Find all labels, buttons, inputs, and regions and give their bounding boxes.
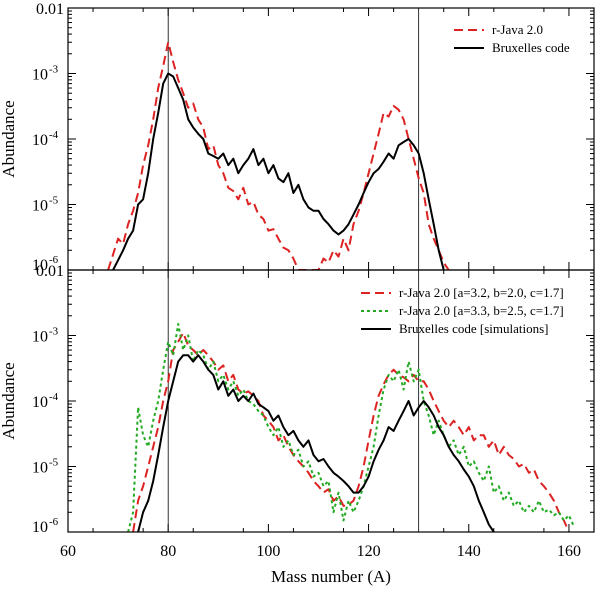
bottom-y-axis-label: Abundance — [0, 362, 18, 439]
bottom-series-group — [127, 323, 575, 532]
y-tick-exponent: -6 — [49, 516, 59, 528]
bottom-series-line-2 — [137, 354, 495, 532]
bottom-series-line-1 — [127, 323, 575, 532]
y-tick-label: 10 — [32, 519, 48, 536]
y-tick-exponent: -4 — [49, 129, 59, 141]
bottom-series-line-0 — [132, 331, 570, 532]
y-tick-label: 10 — [32, 198, 48, 215]
y-tick-label: 0.01 — [36, 263, 64, 280]
legend-label: r-Java 2.0 [a=3.2, b=2.0, c=1.7] — [399, 285, 564, 300]
top-tick-marks — [67, 7, 594, 271]
y-tick-label: 10 — [32, 394, 48, 411]
top-series-group — [107, 41, 450, 270]
y-tick-label: 10 — [32, 67, 48, 84]
x-tick-label: 60 — [60, 543, 76, 560]
x-tick-label: 100 — [256, 543, 280, 560]
y-tick-label: 10 — [32, 460, 48, 477]
top-y-axis-label: Abundance — [0, 100, 18, 177]
legend-label: Bruxelles code — [492, 40, 570, 55]
x-tick-label: 140 — [457, 543, 481, 560]
y-tick-exponent: -5 — [49, 457, 59, 469]
y-tick-label: 10 — [32, 257, 48, 274]
y-tick-label: 10 — [32, 132, 48, 149]
top-series-line-1 — [112, 72, 445, 270]
x-tick-label: 160 — [557, 543, 581, 560]
x-axis-label: Mass number (A) — [271, 567, 391, 586]
legend-label: r-Java 2.0 — [492, 22, 543, 37]
y-tick-label: 0.01 — [36, 1, 64, 18]
bottom-reference-lines — [167, 270, 420, 532]
top-series-line-0 — [107, 41, 450, 270]
y-tick-exponent: -3 — [49, 64, 59, 76]
bottom-plot-frame — [67, 269, 595, 533]
legend-label: Bruxelles code [simulations] — [399, 321, 548, 336]
x-tick-labels: 60 80 100 120 140 160 — [60, 543, 581, 560]
y-tick-exponent: -3 — [49, 326, 59, 338]
legend-label: r-Java 2.0 [a=3.3, b=2.5, c=1.7] — [399, 303, 564, 318]
top-legend: r-Java 2.0 Bruxelles code — [454, 22, 570, 55]
y-tick-exponent: -4 — [49, 391, 59, 403]
x-tick-label: 80 — [160, 543, 176, 560]
y-tick-exponent: -6 — [49, 254, 59, 266]
x-tick-label: 120 — [357, 543, 381, 560]
y-tick-exponent: -5 — [49, 195, 59, 207]
top-reference-lines — [167, 8, 420, 270]
bottom-legend: r-Java 2.0 [a=3.2, b=2.0, c=1.7] r-Java 2… — [361, 285, 564, 336]
y-tick-label: 10 — [32, 329, 48, 346]
